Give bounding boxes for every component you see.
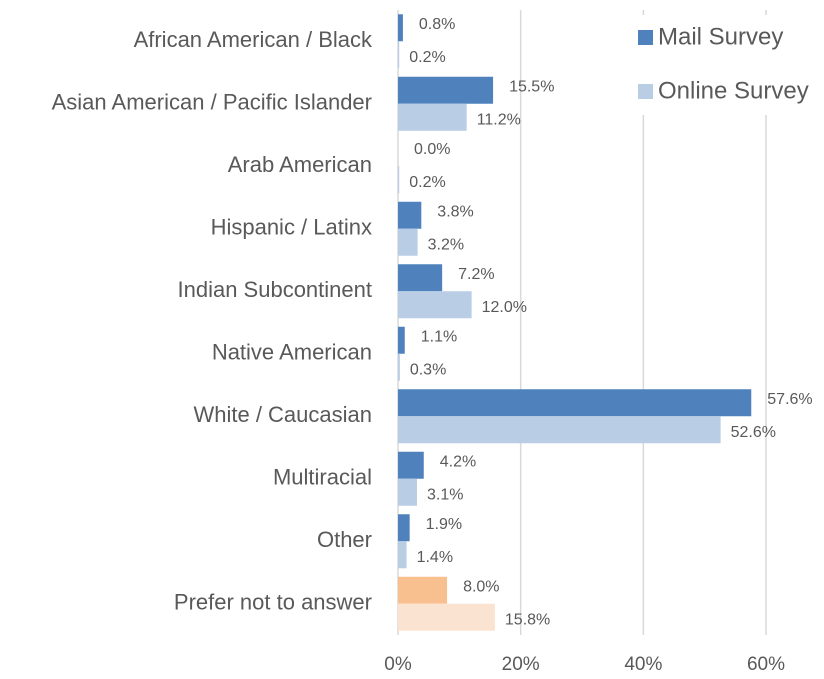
legend-label: Mail Survey [658,23,783,50]
x-tick-label: 20% [502,654,540,675]
data-label: 3.8% [437,203,473,220]
bar [398,14,403,42]
legend-background [630,15,824,115]
bar [398,514,410,542]
data-label: 15.5% [509,78,554,95]
data-label: 0.3% [410,361,446,378]
data-label: 8.0% [463,578,499,595]
bar [398,603,495,631]
data-label: 1.1% [421,328,457,345]
x-tick-label: 40% [624,654,662,675]
data-label: 0.2% [409,49,445,66]
legend-swatch [638,30,653,45]
category-label: Multiracial [273,465,372,490]
data-label: 1.9% [426,516,462,533]
bar [398,389,752,417]
data-label: 12.0% [482,299,527,316]
category-label: Prefer not to answer [174,590,372,615]
data-label: 4.2% [440,453,476,470]
data-label: 52.6% [731,424,776,441]
bar [398,576,448,604]
bar [398,326,405,354]
data-label: 11.2% [477,111,521,128]
bar [398,451,424,479]
x-tick-label: 60% [747,654,785,675]
data-label: 15.8% [505,611,550,628]
bar [398,76,494,104]
bar [398,541,407,569]
data-label: 0.0% [414,141,450,158]
category-label: Arab American [228,152,372,177]
legend-swatch [638,84,653,99]
bar [398,353,400,381]
bar [398,228,418,256]
data-label: 0.2% [409,174,445,191]
data-label: 7.2% [458,266,494,283]
data-label: 1.4% [417,549,453,566]
data-label: 3.1% [427,486,463,503]
bar [398,478,418,506]
bar [398,103,467,131]
bar [398,291,472,319]
bar [398,41,400,69]
category-label: Indian Subcontinent [178,277,373,302]
data-label: 0.8% [419,16,455,33]
category-label: White / Caucasian [193,402,372,427]
x-tick-label: 0% [384,654,412,675]
bar [398,264,443,292]
category-label: Other [317,527,372,552]
data-label: 57.6% [767,391,812,408]
category-label: African American / Black [134,27,373,52]
legend-label: Online Survey [658,77,809,104]
bar [398,166,400,194]
bar [398,416,721,444]
category-label: Hispanic / Latinx [211,215,372,240]
bar [398,201,422,229]
data-label: 3.2% [428,236,464,253]
category-label: Asian American / Pacific Islander [52,90,372,115]
category-label: Native American [212,340,372,365]
